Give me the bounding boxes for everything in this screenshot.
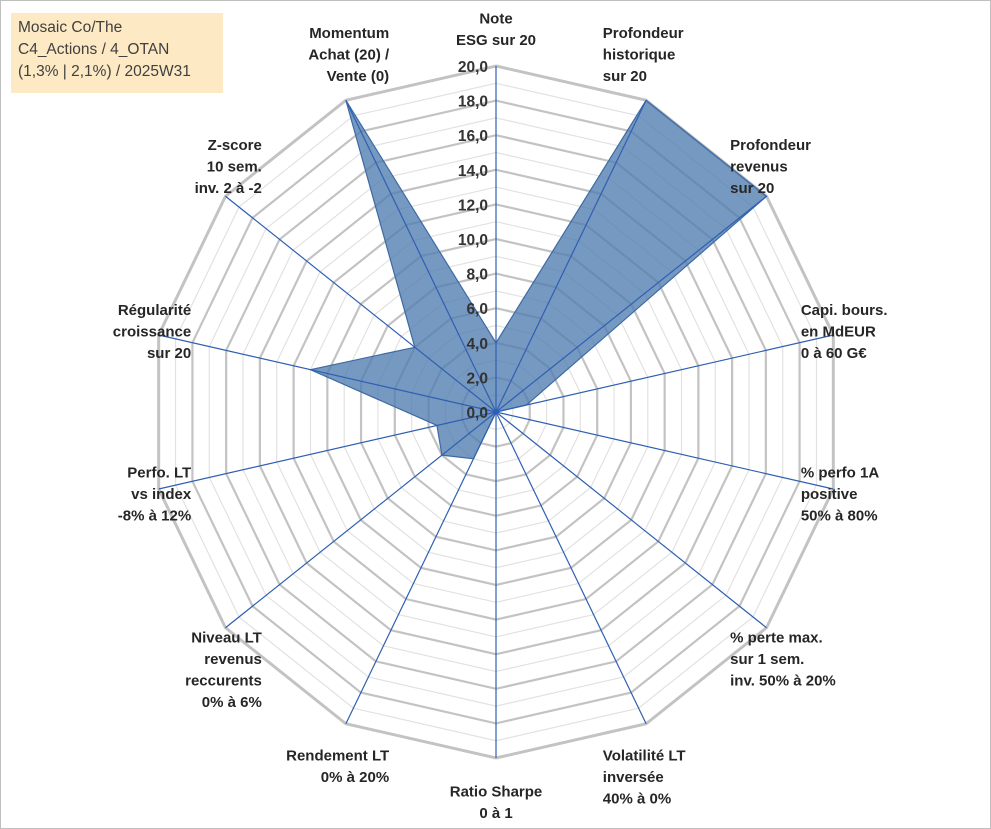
axis-label-line: Volatilité LT [603,747,686,764]
axis-label-line: en MdEUR [801,323,876,340]
tick-label: 18,0 [458,94,488,111]
data-area [308,99,768,460]
axis-label-line: sur 1 sem. [730,651,804,668]
axis-label: Régularité croissance sur 20 [113,302,191,362]
info-category: C4_Actions / 4_OTAN [18,41,170,58]
axis-label-line: Rendement LT [286,747,389,764]
axis-label-line: revenus [730,158,788,175]
axis-spoke [158,334,497,413]
axis-label-line: Perfo. LT [127,465,191,482]
axis-spoke [225,195,497,413]
axis-label-line: 40% à 0% [603,790,671,807]
tick-label: 8,0 [466,267,488,284]
axis-label-line: inversée [603,769,664,786]
axis-label: Profondeur historique sur 20 [603,25,684,85]
axis-label: Volatilité LT inversée 40% à 0% [603,747,686,807]
axis-label-line: reccurents [185,673,262,690]
info-company-name: Mosaic Co/The [18,19,123,36]
axis-spoke [495,195,767,413]
tick-label: 4,0 [466,336,488,353]
axis-label-line: historique [603,47,676,64]
axis-label: % perte max. sur 1 sem. inv. 50% à 20% [730,630,836,690]
axis-label-line: Capi. bours. [801,302,888,319]
axis-label: Capi. bours. en MdEUR 0 à 60 G€ [801,302,888,362]
axis-spoke [495,411,834,490]
tick-label: 10,0 [458,232,488,249]
axis-spoke [345,411,497,724]
tick-label: 12,0 [458,197,488,214]
tick-label: 6,0 [466,301,488,318]
axis-label-line: Niveau LT [191,630,262,647]
axis-label-line: revenus [204,651,262,668]
axis-label-line: 10 sem. [207,158,262,175]
axis-spoke [345,100,497,413]
axis-spoke [495,411,647,724]
axis-label-line: croissance [113,323,191,340]
tick-label: 0,0 [466,405,488,422]
axis-label-line: Achat (20) / [308,47,390,64]
axis-label: Rendement LT 0% à 20% [286,747,389,786]
axis-label-line: Vente (0) [327,68,390,85]
axis-label-line: % perte max. [730,630,823,647]
axis-label-line: sur 20 [730,180,774,197]
axis-label-line: ESG sur 20 [456,32,536,49]
axis-label-line: Profondeur [730,137,811,154]
axis-label-line: Ratio Sharpe [450,784,543,801]
axis-label-line: 50% à 80% [801,508,878,525]
axis-spoke [495,411,767,629]
axis-label-line: inv. 50% à 20% [730,673,836,690]
tick-label: 20,0 [458,59,488,76]
axis-label-line: sur 20 [147,345,191,362]
axis-label-line: sur 20 [603,68,647,85]
axis-label-line: vs index [131,486,192,503]
info-box: Mosaic Co/The C4_Actions / 4_OTAN (1,3% … [11,13,223,93]
info-performance: (1,3% | 2,1%) / 2025W31 [18,63,191,80]
axis-label-line: 0% à 6% [202,694,262,711]
axis-label: Niveau LT revenus reccurents 0% à 6% [185,630,262,712]
axis-spoke [158,411,497,490]
axis-label-line: Profondeur [603,25,684,42]
axis-spoke [495,334,834,413]
tick-label: 2,0 [466,370,488,387]
axis-label-line: positive [801,486,858,503]
axis-label: Profondeur revenus sur 20 [730,137,811,197]
axis-label-line: 0% à 20% [321,769,389,786]
axis-label: % perfo 1A positive 50% à 80% [801,465,880,525]
axis-label: Note ESG sur 20 [456,11,536,50]
axis-label-line: 0 à 60 G€ [801,345,868,362]
axis-label-line: -8% à 12% [118,508,191,525]
axis-label-line: Z-score [208,137,262,154]
axis-label: Perfo. LT vs index -8% à 12% [118,465,192,525]
axis-label: Momentum Achat (20) / Vente (0) [308,25,390,85]
axis-label: Z-score 10 sem. inv. 2 à -2 [195,137,262,197]
axis-spoke [495,100,647,413]
axis-label-line: % perfo 1A [801,465,880,482]
axis-label-line: Régularité [118,302,191,319]
axis-label-line: Note [479,11,512,28]
axis-label-line: inv. 2 à -2 [195,180,262,197]
axis-spoke [225,411,497,629]
tick-label: 14,0 [458,163,488,180]
tick-label: 16,0 [458,128,488,145]
axis-label-line: Momentum [309,25,389,42]
axis-label: Ratio Sharpe 0 à 1 [450,784,543,823]
axis-label-line: 0 à 1 [479,805,512,822]
